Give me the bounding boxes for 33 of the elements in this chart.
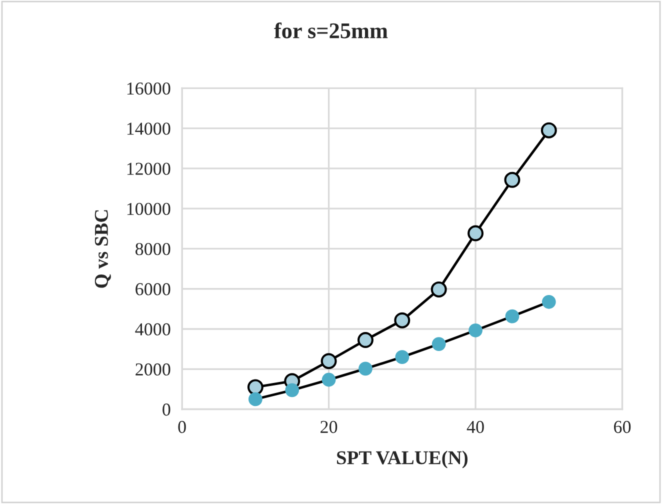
y-tick-label: 10000 [127, 202, 170, 216]
x-axis-title: SPT VALUE(N) [337, 450, 468, 468]
x-tick-label: 0 [178, 420, 186, 434]
y-axis-title: Q vs SBC [94, 210, 111, 288]
y-tick-label: 8000 [136, 242, 170, 256]
point [468, 323, 482, 338]
x-tick-label: 60 [614, 420, 631, 434]
y-tick-label: 4000 [135, 323, 170, 336]
y-tick-label: 16000 [127, 82, 170, 95]
point [322, 372, 336, 387]
chart-title: for s=25mm [274, 22, 388, 38]
point [395, 350, 410, 364]
point [432, 337, 446, 351]
point [540, 122, 557, 138]
y-tick-label: 2000 [136, 363, 170, 376]
point [247, 379, 264, 396]
y-tick-label: 14000 [127, 122, 170, 135]
point [430, 281, 447, 298]
y-tick-label: 0 [162, 404, 170, 416]
point [358, 362, 372, 376]
point [320, 353, 337, 370]
point [248, 392, 262, 406]
point [542, 294, 556, 309]
y-tick-label: 6000 [136, 283, 170, 296]
point [394, 312, 410, 328]
point [504, 172, 520, 188]
point [357, 332, 374, 348]
y-tick-label: 12000 [127, 162, 170, 175]
x-tick-label: 40 [466, 420, 484, 434]
point [285, 383, 300, 398]
point [505, 309, 520, 324]
point [468, 225, 484, 242]
x-tick-label: 20 [320, 420, 338, 434]
